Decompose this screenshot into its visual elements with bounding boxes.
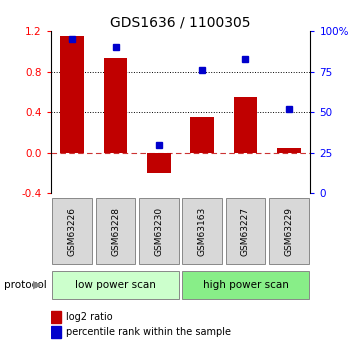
Bar <box>190 117 214 152</box>
Text: GSM63226: GSM63226 <box>68 207 77 256</box>
Bar <box>139 198 179 264</box>
Bar <box>51 310 61 323</box>
Bar <box>269 198 309 264</box>
Text: GSM63230: GSM63230 <box>155 207 163 256</box>
Text: high power scan: high power scan <box>203 280 288 289</box>
Text: ▶: ▶ <box>32 280 41 289</box>
Text: GSM63227: GSM63227 <box>241 207 250 256</box>
Title: GDS1636 / 1100305: GDS1636 / 1100305 <box>110 16 251 30</box>
Bar <box>277 148 301 152</box>
Bar <box>96 198 135 264</box>
Bar <box>51 326 61 338</box>
Bar <box>182 198 222 264</box>
Bar <box>52 270 179 298</box>
Bar <box>234 97 257 152</box>
Bar <box>60 36 84 152</box>
Bar <box>52 198 92 264</box>
Text: low power scan: low power scan <box>75 280 156 289</box>
Text: GSM63163: GSM63163 <box>198 207 206 256</box>
Text: percentile rank within the sample: percentile rank within the sample <box>66 327 231 337</box>
Bar <box>104 58 127 152</box>
Bar <box>226 198 265 264</box>
Bar <box>182 270 309 298</box>
Bar <box>147 152 171 173</box>
Text: GSM63229: GSM63229 <box>284 207 293 256</box>
Text: log2 ratio: log2 ratio <box>66 312 113 322</box>
Text: GSM63228: GSM63228 <box>111 207 120 256</box>
Text: protocol: protocol <box>4 280 46 289</box>
